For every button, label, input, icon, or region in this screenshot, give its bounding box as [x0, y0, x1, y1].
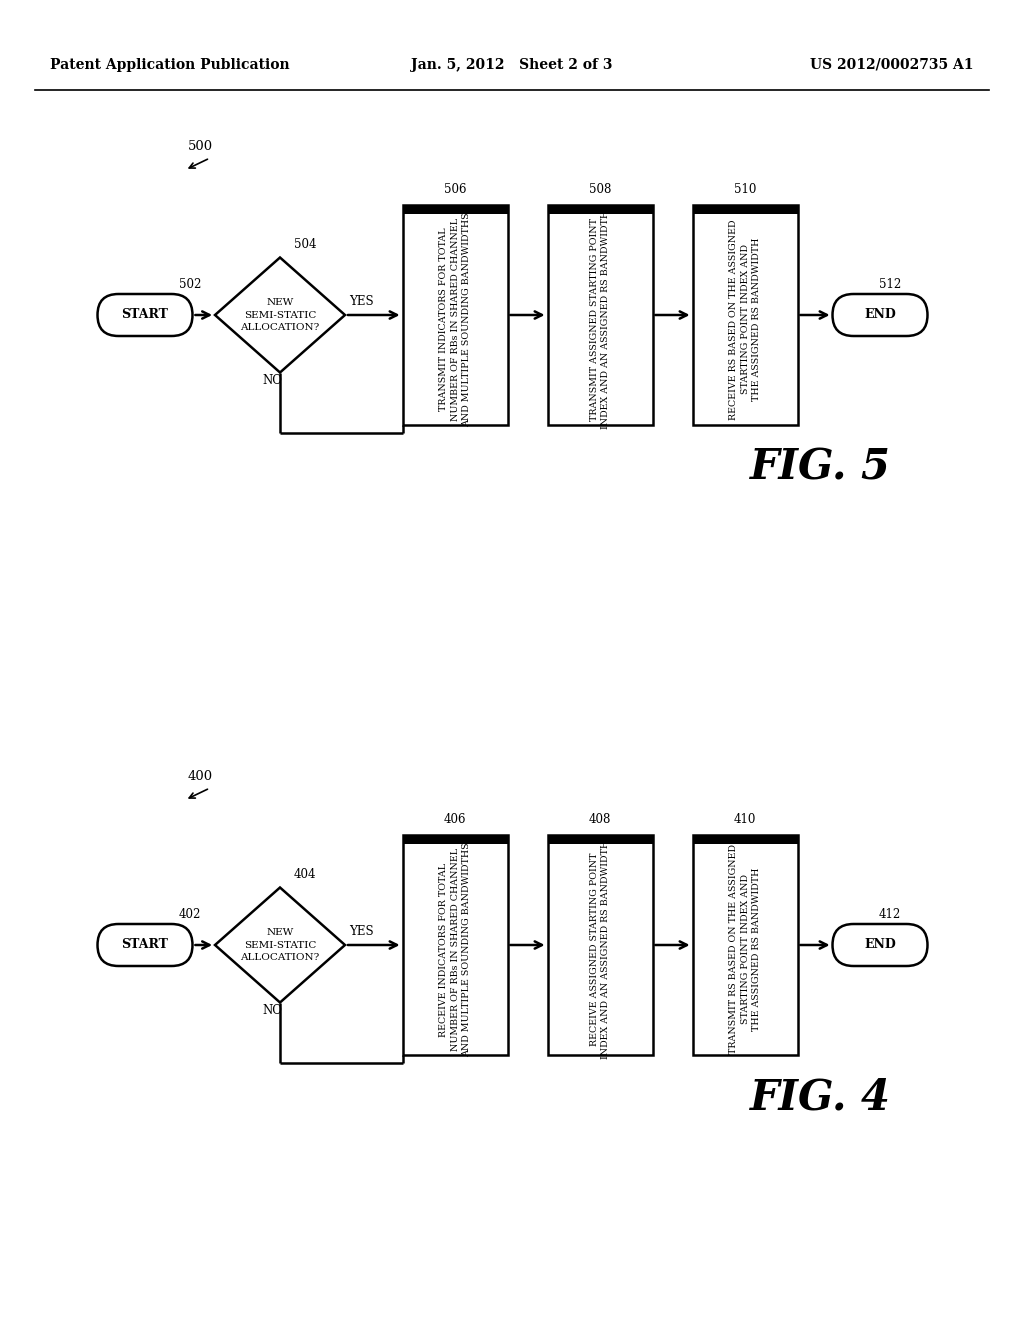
Bar	[692, 836, 798, 843]
FancyBboxPatch shape	[833, 294, 928, 337]
Text: NEW
SEMI-STATIC
ALLOCATION?: NEW SEMI-STATIC ALLOCATION?	[241, 298, 319, 333]
Text: RECEIVE RS BASED ON THE ASSIGNED
STARTING POINT INDEX AND
THE ASSIGNED RS BANDWI: RECEIVE RS BASED ON THE ASSIGNED STARTIN…	[729, 219, 761, 420]
Text: NEW
SEMI-STATIC
ALLOCATION?: NEW SEMI-STATIC ALLOCATION?	[241, 928, 319, 962]
Text: 408: 408	[589, 813, 611, 826]
Text: 506: 506	[443, 183, 466, 195]
Text: 402: 402	[179, 908, 201, 921]
Text: 500: 500	[187, 140, 213, 153]
Text: TRANSMIT ASSIGNED STARTING POINT
INDEX AND AN ASSIGNED RS BANDWIDTH: TRANSMIT ASSIGNED STARTING POINT INDEX A…	[590, 210, 610, 429]
Text: 502: 502	[179, 279, 201, 290]
Text: FIG. 4: FIG. 4	[750, 1077, 891, 1119]
FancyBboxPatch shape	[97, 294, 193, 337]
Text: Jan. 5, 2012   Sheet 2 of 3: Jan. 5, 2012 Sheet 2 of 3	[412, 58, 612, 73]
Polygon shape	[215, 257, 345, 372]
Bar	[548, 205, 652, 214]
Text: US 2012/0002735 A1: US 2012/0002735 A1	[811, 58, 974, 73]
Bar	[548, 836, 652, 1055]
Text: 412: 412	[879, 908, 901, 921]
Text: 510: 510	[734, 183, 756, 195]
Text: 504: 504	[294, 238, 316, 251]
Text: RECEIVE INDICATORS FOR TOTAL
NUMBER OF RBs IN SHARED CHANNEL
AND MULTIPLE SOUNDI: RECEIVE INDICATORS FOR TOTAL NUMBER OF R…	[438, 842, 471, 1057]
Text: YES: YES	[349, 925, 374, 939]
Bar	[692, 205, 798, 214]
Text: TRANSMIT RS BASED ON THE ASSIGNED
STARTING POINT INDEX AND
THE ASSIGNED RS BANDW: TRANSMIT RS BASED ON THE ASSIGNED STARTI…	[729, 845, 761, 1055]
Text: START: START	[122, 939, 168, 952]
Polygon shape	[215, 887, 345, 1002]
Bar	[548, 205, 652, 425]
Bar	[402, 836, 508, 843]
Text: Patent Application Publication: Patent Application Publication	[50, 58, 290, 73]
Bar	[402, 836, 508, 1055]
Text: 508: 508	[589, 183, 611, 195]
Text: 406: 406	[443, 813, 466, 826]
Text: FIG. 5: FIG. 5	[750, 447, 891, 488]
Bar	[548, 836, 652, 843]
FancyBboxPatch shape	[833, 924, 928, 966]
Text: TRANSMIT INDICATORS FOR TOTAL
NUMBER OF RBs IN SHARED CHANNEL
AND MULTIPLE SOUND: TRANSMIT INDICATORS FOR TOTAL NUMBER OF …	[438, 213, 471, 426]
Text: START: START	[122, 309, 168, 322]
Text: NO: NO	[262, 1005, 282, 1018]
Text: NO: NO	[262, 375, 282, 388]
Text: 404: 404	[294, 867, 316, 880]
Text: YES: YES	[349, 294, 374, 308]
Text: END: END	[864, 939, 896, 952]
Bar	[402, 205, 508, 425]
FancyBboxPatch shape	[97, 924, 193, 966]
Text: RECEIVE ASSIGNED STARTING POINT
INDEX AND AN ASSIGNED RS BANDWIDTH: RECEIVE ASSIGNED STARTING POINT INDEX AN…	[590, 840, 610, 1059]
Text: 410: 410	[734, 813, 756, 826]
Text: 512: 512	[879, 279, 901, 290]
Text: END: END	[864, 309, 896, 322]
Bar	[692, 836, 798, 1055]
Bar	[692, 205, 798, 425]
Bar	[402, 205, 508, 214]
Text: 400: 400	[187, 770, 213, 783]
